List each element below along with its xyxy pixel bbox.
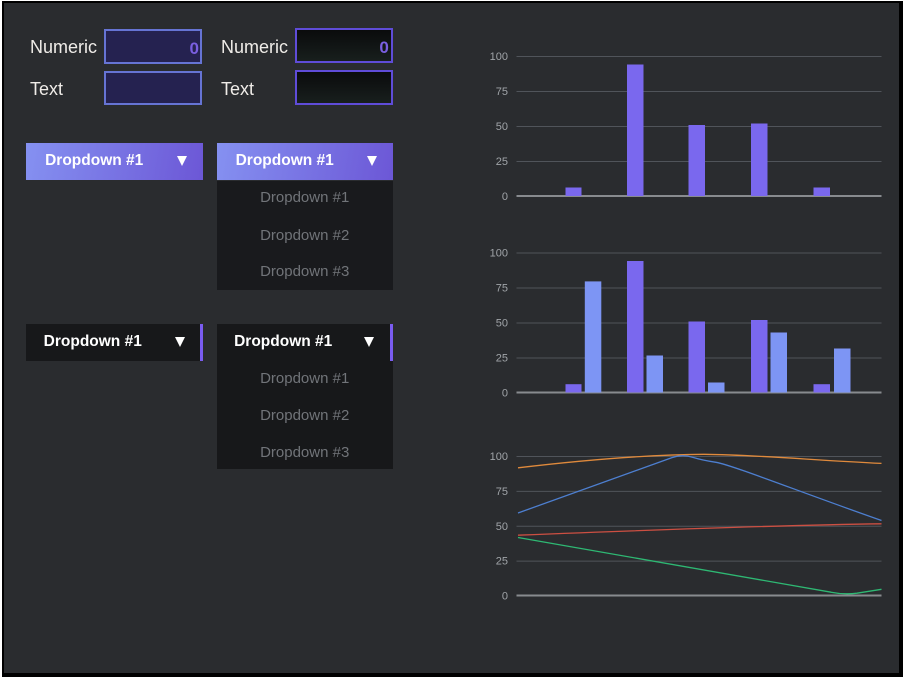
svg-text:75: 75 [496, 283, 508, 295]
svg-text:25: 25 [496, 353, 508, 365]
svg-text:50: 50 [496, 121, 508, 133]
svg-text:100: 100 [490, 451, 508, 463]
svg-text:0: 0 [502, 191, 508, 203]
svg-text:50: 50 [496, 318, 508, 330]
svg-text:75: 75 [496, 486, 508, 498]
svg-text:25: 25 [496, 156, 508, 168]
svg-text:0: 0 [502, 388, 508, 400]
svg-text:100: 100 [490, 51, 508, 63]
svg-text:0: 0 [502, 591, 508, 603]
svg-text:50: 50 [496, 521, 508, 533]
svg-text:75: 75 [496, 86, 508, 98]
svg-text:25: 25 [496, 556, 508, 568]
svg-text:100: 100 [490, 248, 508, 260]
